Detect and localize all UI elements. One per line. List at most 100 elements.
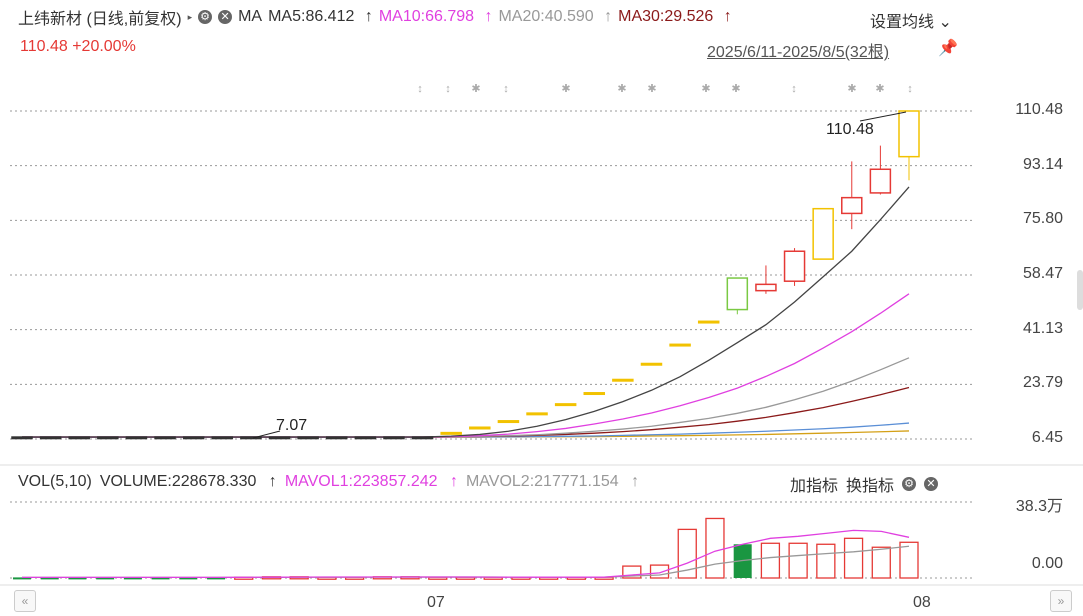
candle — [726, 277, 749, 311]
candle — [297, 436, 319, 440]
mavol1-value: MAVOL1:223857.242 ↑ — [284, 473, 458, 490]
candle — [841, 196, 863, 215]
ma30-value: MA30:29.526 ↑ — [618, 8, 732, 25]
add-indicator-button[interactable]: 加指标 — [790, 478, 839, 495]
volume-bar — [871, 546, 891, 579]
volume-bar — [179, 577, 198, 580]
title-dropdown-icon[interactable]: ▸ — [187, 11, 193, 22]
indicator-buttons: 加指标 换指标 ⚙ ✕ — [790, 472, 946, 496]
scroll-left-button[interactable]: « — [14, 590, 36, 612]
price-change: 110.48 +20.00% — [20, 38, 136, 55]
ma-label: MA — [238, 8, 263, 25]
event-marker: ✱ — [701, 83, 710, 95]
vol-y-max: 38.3万 — [1015, 498, 1063, 515]
high-annotation: 110.48 — [826, 121, 874, 138]
volume-bar — [68, 577, 87, 580]
ma20-line — [22, 357, 910, 438]
event-marker: ✱ — [875, 83, 884, 95]
volume-bar — [207, 577, 226, 580]
ma30-line — [22, 386, 910, 438]
volume-header: VOL(5,10) VOLUME:228678.330 ↑ MAVOL1:223… — [18, 473, 647, 491]
candle — [612, 378, 634, 382]
scrollbar[interactable] — [1077, 270, 1083, 310]
volume-bar — [40, 577, 59, 580]
event-marker: ↕ — [417, 83, 423, 95]
candle — [755, 283, 777, 292]
volume-bar — [705, 517, 725, 579]
chevron-down-icon: ⌄ — [938, 14, 952, 31]
event-marker: ↕ — [503, 83, 509, 95]
low-annotation: 7.07 — [276, 417, 307, 434]
candle — [211, 436, 234, 440]
candle — [383, 436, 405, 440]
volume-bar — [622, 565, 642, 579]
mavol2-value: MAVOL2:217771.154 ↑ — [465, 473, 640, 490]
volume-bar — [677, 528, 697, 579]
candle — [869, 168, 892, 194]
ma-settings-button[interactable]: 设置均线 ⌄ — [870, 14, 952, 31]
date-range[interactable]: 2025/6/11-2025/8/5(32根) — [707, 44, 890, 61]
volume-bar — [843, 537, 864, 579]
candle — [697, 320, 720, 324]
candle — [39, 436, 62, 440]
event-marker: ↕ — [907, 83, 913, 95]
y-axis-label: 41.13 — [1022, 319, 1063, 337]
candle — [354, 436, 377, 440]
candle — [125, 436, 148, 440]
gear-icon[interactable]: ⚙ — [198, 10, 213, 24]
pin-icon[interactable]: 📌 — [938, 40, 958, 57]
event-marker: ✱ — [561, 83, 570, 95]
volume-bar — [899, 541, 919, 579]
high-arrow — [859, 111, 907, 122]
candle — [268, 436, 291, 440]
candle — [812, 207, 834, 260]
event-marker: ✱ — [617, 83, 626, 95]
candle — [97, 436, 119, 440]
stock-title[interactable]: 上纬新材 (日线,前复权) — [18, 11, 182, 28]
vol-y-zero: 0.00 — [1031, 555, 1063, 572]
volume-bar — [96, 577, 115, 580]
y-axis-label: 58.47 — [1022, 264, 1063, 282]
event-marker: ↕ — [445, 83, 451, 95]
x-label-07: 07 — [427, 594, 445, 611]
ma20-value: MA20:40.590 ↑ — [498, 8, 613, 25]
y-axis-label: 93.14 — [1022, 155, 1063, 173]
candle — [669, 343, 691, 347]
volume-bar — [13, 577, 31, 580]
volume-bar — [760, 542, 781, 579]
y-axis-label: 6.45 — [1031, 429, 1063, 446]
candle — [440, 431, 462, 435]
candle — [182, 436, 205, 440]
volume-value: VOLUME:228678.330 ↑ — [99, 473, 277, 490]
candle — [154, 436, 176, 440]
mavol1-line — [22, 529, 910, 579]
switch-indicator-button[interactable]: 换指标 — [846, 478, 895, 495]
candle — [526, 412, 548, 416]
candle — [469, 426, 491, 430]
event-marker: ✱ — [847, 83, 856, 95]
x-label-08: 08 — [913, 594, 931, 611]
close-icon[interactable]: ✕ — [218, 10, 233, 24]
gear-icon[interactable]: ⚙ — [902, 477, 917, 491]
candle — [325, 436, 348, 440]
event-marker: ↕ — [791, 83, 797, 95]
candle — [68, 436, 90, 440]
close-icon[interactable]: ✕ — [924, 477, 939, 491]
volume-bar — [816, 543, 836, 579]
candle — [640, 362, 663, 366]
scroll-right-button[interactable]: » — [1050, 590, 1072, 612]
event-marker: ✱ — [647, 83, 656, 95]
event-marker: ✱ — [471, 83, 480, 95]
low-arrow — [252, 430, 281, 439]
y-axis-label: 23.79 — [1022, 374, 1063, 392]
ma5-line — [22, 186, 910, 438]
y-axis-label: 110.48 — [1015, 101, 1063, 118]
candle — [497, 420, 520, 424]
event-marker: ✱ — [731, 83, 740, 95]
vol-label: VOL(5,10) — [18, 473, 92, 490]
y-axis-label: 75.80 — [1022, 210, 1063, 228]
volume-bar — [649, 564, 670, 579]
candle — [11, 436, 33, 440]
candle — [898, 110, 920, 158]
